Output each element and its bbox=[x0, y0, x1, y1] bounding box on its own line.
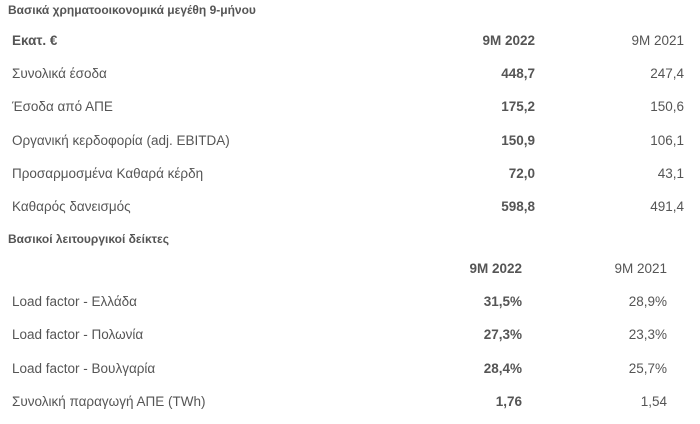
value-2021: 23,3% bbox=[628, 327, 667, 342]
value-2022: 31,5% bbox=[483, 294, 522, 309]
col-header-2022: 9M 2022 bbox=[482, 33, 535, 48]
value-2022: 598,8 bbox=[501, 199, 535, 214]
table-row: Load factor - Βουλγαρία 28,4% 25,7% bbox=[0, 359, 700, 379]
value-2022: 72,0 bbox=[508, 166, 535, 181]
value-2022: 27,3% bbox=[483, 327, 522, 342]
table-row: Προσαρμοσμένα Καθαρά κέρδη 72,0 43,1 bbox=[0, 164, 700, 184]
col-header-2021: 9M 2021 bbox=[631, 33, 684, 48]
value-2021: 25,7% bbox=[628, 361, 667, 376]
row-label: Έσοδα από ΑΠΕ bbox=[12, 99, 113, 114]
row-label: Load factor - Ελλάδα bbox=[12, 294, 137, 309]
financial-title: Βασικά χρηματοοικονομικά μεγέθη 9-μήνου bbox=[8, 3, 256, 17]
value-2022: 448,7 bbox=[501, 66, 535, 81]
row-label: Προσαρμοσμένα Καθαρά κέρδη bbox=[12, 166, 204, 181]
row-label: Load factor - Βουλγαρία bbox=[12, 361, 156, 376]
value-2021: 1,54 bbox=[640, 394, 667, 409]
financial-header-row: Εκατ. € 9M 2022 9M 2021 bbox=[0, 31, 700, 51]
value-2021: 150,6 bbox=[650, 99, 684, 114]
value-2022: 150,9 bbox=[501, 133, 535, 148]
row-label: Οργανική κερδοφορία (adj. EBITDA) bbox=[12, 133, 230, 148]
value-2022: 1,76 bbox=[495, 394, 522, 409]
value-2021: 247,4 bbox=[650, 66, 684, 81]
value-2022: 175,2 bbox=[501, 99, 535, 114]
table-row: Load factor - Ελλάδα 31,5% 28,9% bbox=[0, 292, 700, 312]
table-row: Οργανική κερδοφορία (adj. EBITDA) 150,9 … bbox=[0, 131, 700, 151]
col-header-2021: 9M 2021 bbox=[614, 261, 667, 276]
operational-title: Βασικοί λειτουργικοί δείκτες bbox=[8, 232, 169, 246]
row-label: Συνολική παραγωγή ΑΠΕ (TWh) bbox=[12, 394, 206, 409]
unit-header: Εκατ. € bbox=[12, 33, 58, 48]
table-row: Συνολικά έσοδα 448,7 247,4 bbox=[0, 64, 700, 84]
value-2022: 28,4% bbox=[483, 361, 522, 376]
row-label: Καθαρός δανεισμός bbox=[12, 199, 131, 214]
table-row: Συνολική παραγωγή ΑΠΕ (TWh) 1,76 1,54 bbox=[0, 392, 700, 412]
value-2021: 106,1 bbox=[650, 133, 684, 148]
row-label: Συνολικά έσοδα bbox=[12, 66, 107, 81]
operational-header-row: 9M 2022 9M 2021 bbox=[0, 259, 700, 279]
row-label: Load factor - Πολωνία bbox=[12, 327, 144, 342]
value-2021: 43,1 bbox=[657, 166, 684, 181]
table-row: Έσοδα από ΑΠΕ 175,2 150,6 bbox=[0, 97, 700, 117]
value-2021: 28,9% bbox=[628, 294, 667, 309]
table-row: Καθαρός δανεισμός 598,8 491,4 bbox=[0, 197, 700, 217]
value-2021: 491,4 bbox=[650, 199, 684, 214]
table-row: Load factor - Πολωνία 27,3% 23,3% bbox=[0, 325, 700, 345]
col-header-2022: 9M 2022 bbox=[469, 261, 522, 276]
